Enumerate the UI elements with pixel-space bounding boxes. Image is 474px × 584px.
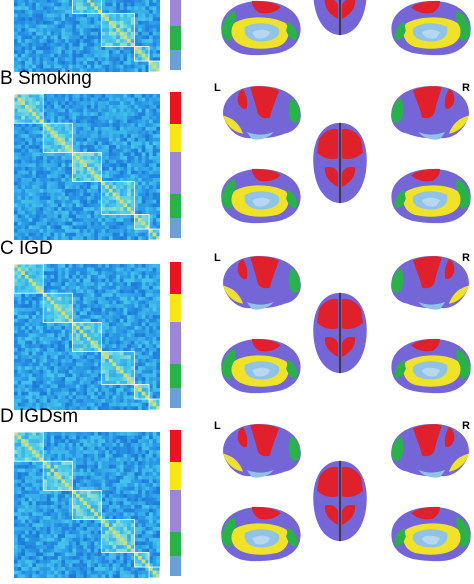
network-color-segment: [170, 430, 181, 462]
network-color-segment: [170, 490, 181, 532]
brain-right-medial: [386, 334, 474, 398]
brain-left-medial: [216, 0, 306, 60]
panel-title: B Smoking: [0, 68, 92, 90]
panel-a: LR: [0, 0, 474, 78]
brain-top-view: [311, 120, 369, 206]
network-color-segment: [170, 50, 181, 70]
network-color-segment: [170, 294, 181, 322]
brain-right-medial: [386, 164, 474, 228]
brain-right-lateral: [386, 80, 474, 146]
brain-left-lateral: [216, 418, 306, 484]
network-color-segment: [170, 152, 181, 194]
brain-right-medial: [386, 502, 474, 566]
connectivity-matrix: [14, 0, 160, 72]
panel-group-name: Smoking: [18, 68, 92, 89]
brain-top-view: [311, 458, 369, 544]
network-color-segment: [170, 462, 181, 490]
brain-left-medial: [216, 502, 306, 566]
network-color-segment: [170, 92, 181, 124]
network-color-segment: [170, 322, 181, 364]
network-colorbar: [170, 262, 181, 408]
network-color-segment: [170, 218, 181, 238]
brain-left-medial: [216, 164, 306, 228]
network-colorbar: [170, 92, 181, 238]
brain-top-view: [311, 0, 369, 38]
connectivity-matrix: [14, 264, 160, 410]
panel-letter: B: [0, 68, 18, 89]
network-color-segment: [170, 388, 181, 408]
brain-left-lateral: [216, 250, 306, 316]
network-colorbar: [170, 0, 181, 70]
panel-letter: D: [0, 406, 19, 427]
network-color-segment: [170, 262, 181, 294]
panel-letter: C: [0, 238, 19, 259]
network-color-segment: [170, 364, 181, 388]
network-color-segment: [170, 532, 181, 556]
panel-title: D IGDsm: [0, 406, 78, 428]
brain-top-view: [311, 290, 369, 376]
panel-group-name: IGD: [19, 238, 53, 259]
network-color-segment: [170, 124, 181, 152]
network-color-segment: [170, 0, 181, 26]
brain-right-lateral: [386, 250, 474, 316]
brain-right-medial: [386, 0, 474, 60]
network-color-segment: [170, 194, 181, 218]
brain-left-lateral: [216, 80, 306, 146]
network-colorbar: [170, 430, 181, 576]
connectivity-matrix: [14, 432, 160, 578]
brain-left-medial: [216, 334, 306, 398]
connectivity-matrix: [14, 94, 160, 240]
panel-group-name: IGDsm: [19, 406, 78, 427]
panel-title: C IGD: [0, 238, 53, 260]
network-color-segment: [170, 26, 181, 50]
brain-right-lateral: [386, 418, 474, 484]
network-color-segment: [170, 556, 181, 576]
